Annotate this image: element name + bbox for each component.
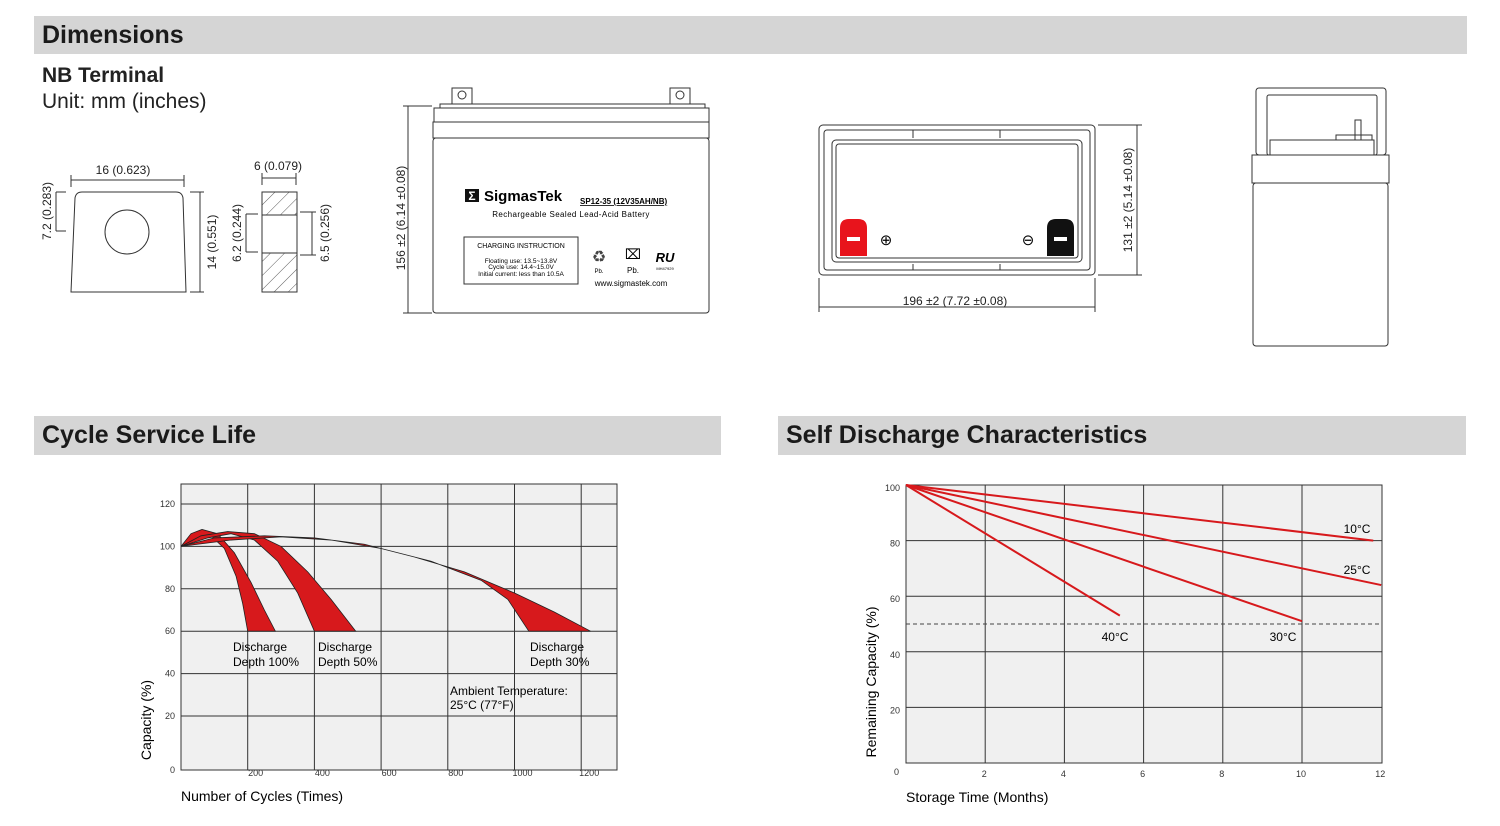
charging-title: CHARGING INSTRUCTION <box>477 243 565 250</box>
brand-name: SigmasTek <box>484 188 563 205</box>
crossed-bin-icon: ⌧ <box>625 246 641 262</box>
x-tick-label: 2 <box>982 769 987 779</box>
y-tick-label: 80 <box>165 584 175 594</box>
y-tick-label: 100 <box>885 483 900 493</box>
sigma-logo-icon <box>465 189 479 202</box>
label-subtitle: Rechargeable Sealed Lead-Acid Battery <box>492 210 650 219</box>
series-label: Depth 50% <box>318 655 378 669</box>
x-tick-label: 10 <box>1296 769 1306 779</box>
y-tick-label: 100 <box>160 541 175 551</box>
series-label: Discharge <box>233 640 287 654</box>
dim-terminal-height: 14 (0.551) <box>205 215 219 270</box>
recycle-icon: ♻ <box>592 249 606 266</box>
battery-label: Σ SigmasTek SP12-35 (12V35AH/NB) Recharg… <box>465 188 675 288</box>
svg-text:Floating use: 13.5~13.8V: Floating use: 13.5~13.8V <box>485 258 558 265</box>
discharge-line <box>905 484 1121 617</box>
y-axis-label: Capacity (%) <box>138 680 154 760</box>
series-label: Depth 100% <box>233 655 299 669</box>
series-label: 10°C <box>1344 522 1371 536</box>
annotation: Ambient Temperature: <box>450 684 568 698</box>
svg-text:Initial current: less than 10.: Initial current: less than 10.5A <box>478 271 564 278</box>
dimensions-header: Dimensions <box>34 16 1467 54</box>
series-label: 30°C <box>1270 630 1297 644</box>
series-label: 25°C <box>1344 563 1371 577</box>
dim-hole-outer: 6.5 (0.256) <box>318 204 332 262</box>
dim-hole-inner: 6.2 (0.244) <box>230 204 244 262</box>
y-tick-label: 0 <box>894 767 899 777</box>
unit-label: Unit: mm (inches) <box>42 90 207 113</box>
x-tick-label: 200 <box>248 768 263 778</box>
x-tick-label: 8 <box>1219 769 1224 779</box>
x-tick-label: 800 <box>448 768 463 778</box>
svg-text:Cycle use: 14.4~15.0V: Cycle use: 14.4~15.0V <box>488 264 554 271</box>
y-tick-label: 40 <box>165 669 175 679</box>
dim-battery-height: 156 ±2 (6.14 ±0.08) <box>394 166 408 271</box>
x-axis-label: Number of Cycles (Times) <box>181 788 343 804</box>
svg-text:Pb.: Pb. <box>594 269 603 275</box>
dim-terminal-width: 16 (0.623) <box>96 163 151 177</box>
x-tick-label: 600 <box>382 768 397 778</box>
series-label: 40°C <box>1102 630 1129 644</box>
svg-text:MH47929: MH47929 <box>656 266 674 271</box>
terminal-hole <box>104 209 150 255</box>
x-tick-label: 400 <box>315 768 330 778</box>
x-tick-label: 1000 <box>512 768 532 778</box>
svg-text:Σ: Σ <box>468 189 475 203</box>
x-tick-label: 12 <box>1375 769 1385 779</box>
x-tick-label: 1200 <box>579 768 599 778</box>
battery-front-view <box>432 87 710 314</box>
discharge-line <box>905 484 1374 542</box>
dim-battery-length: 196 ±2 (7.72 ±0.08) <box>903 294 1008 308</box>
negative-terminal <box>1047 219 1074 256</box>
y-tick-label: 0 <box>170 765 175 775</box>
y-tick-label: 120 <box>160 499 175 509</box>
model-number: SP12-35 (12V35AH/NB) <box>580 197 667 206</box>
dim-battery-width: 131 ±2 (5.14 ±0.08) <box>1121 148 1135 253</box>
ul-mark-icon: RU <box>656 250 675 265</box>
y-tick-label: 20 <box>890 705 900 715</box>
y-tick-label: 60 <box>165 626 175 636</box>
minus-symbol-icon: ⊖ <box>1022 232 1035 249</box>
dim-terminal-thickness: 6 (0.079) <box>254 159 302 173</box>
terminal-title: NB Terminal <box>42 64 165 87</box>
positive-terminal <box>840 219 867 256</box>
y-tick-label: 20 <box>165 711 175 721</box>
series-label: Depth 30% <box>530 655 590 669</box>
series-label: Discharge <box>530 640 584 654</box>
battery-side-view <box>1251 87 1390 347</box>
capacity-band <box>180 531 357 632</box>
series-label: Discharge <box>318 640 372 654</box>
plus-symbol-icon: ⊕ <box>880 232 893 249</box>
discharge-line <box>905 484 1303 623</box>
self-discharge-header: Self Discharge Characteristics <box>778 416 1466 455</box>
website: www.sigmastek.com <box>594 279 668 288</box>
battery-top-view <box>818 124 1096 276</box>
x-tick-label: 4 <box>1061 769 1066 779</box>
svg-text:Pb.: Pb. <box>627 266 639 275</box>
discharge-line <box>905 484 1382 587</box>
y-tick-label: 40 <box>890 650 900 660</box>
y-tick-label: 80 <box>890 539 900 549</box>
x-tick-label: 6 <box>1140 769 1145 779</box>
cycle-service-life-header: Cycle Service Life <box>34 416 721 455</box>
annotation: 25°C (77°F) <box>450 698 514 712</box>
capacity-band <box>180 535 591 632</box>
y-tick-label: 60 <box>890 594 900 604</box>
x-axis-label: Storage Time (Months) <box>906 789 1048 805</box>
dim-hole-offset: 7.2 (0.283) <box>40 182 54 240</box>
y-axis-label: Remaining Capacity (%) <box>863 607 879 758</box>
terminal-front-view <box>70 191 187 293</box>
